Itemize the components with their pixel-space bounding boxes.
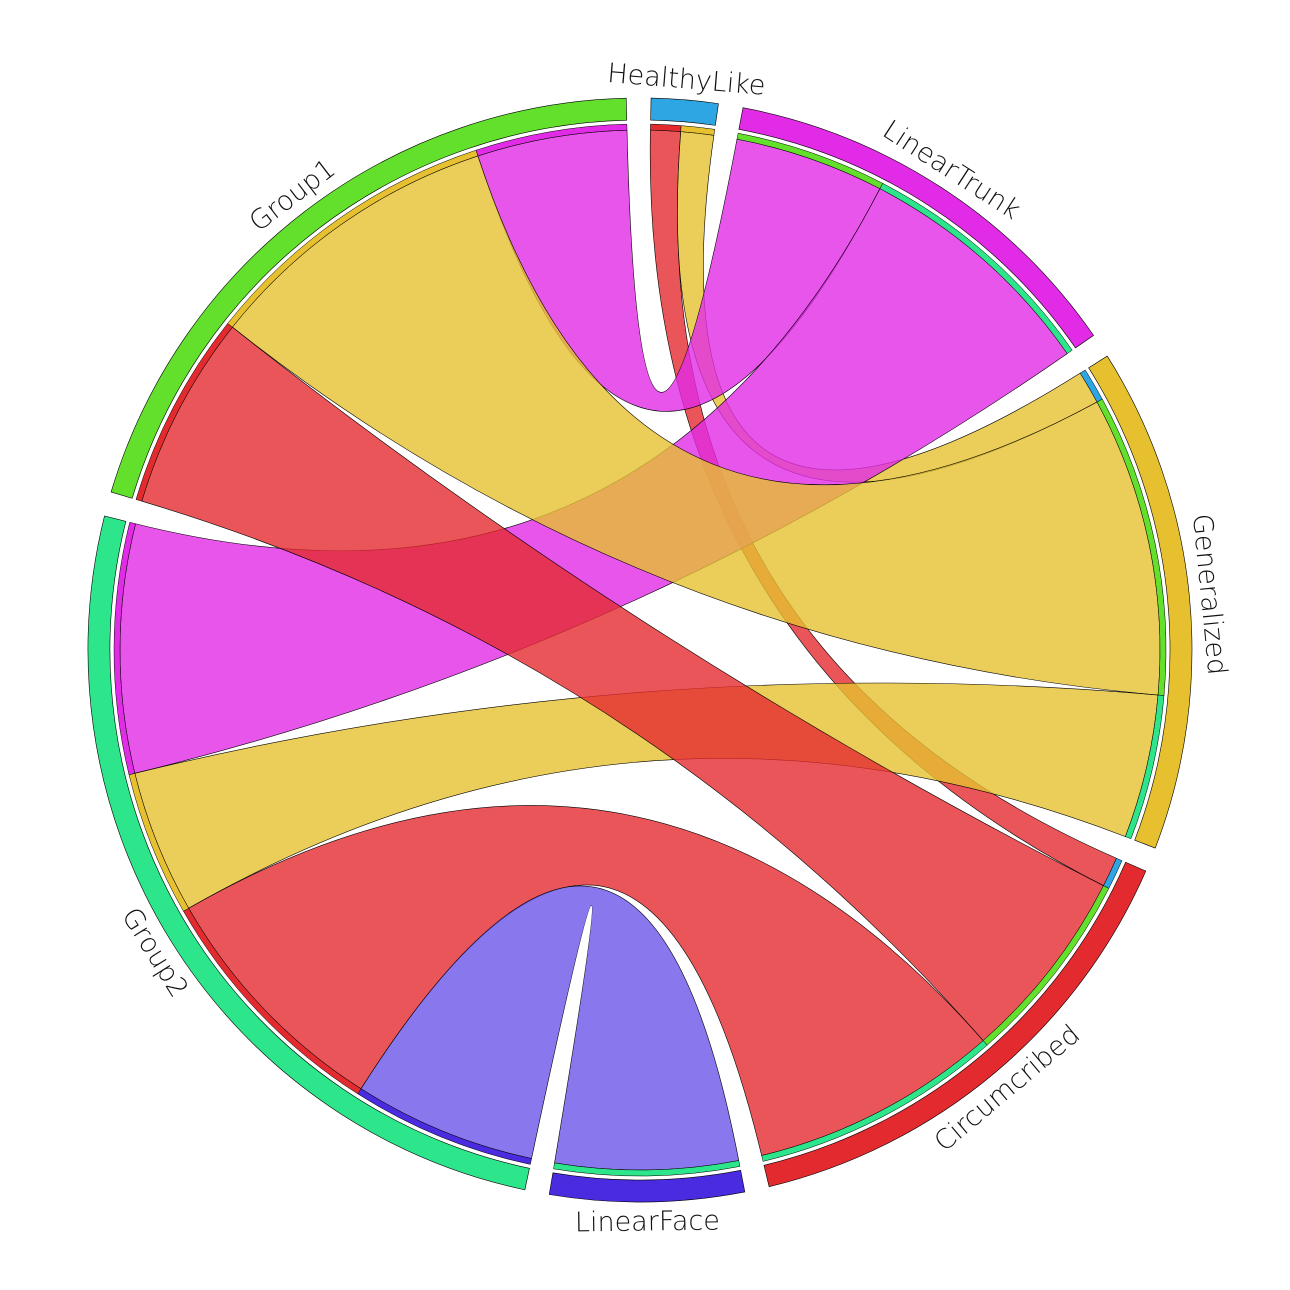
node-arc-lineartrunk[interactable]: [738, 107, 1094, 349]
inner-rings-layer: [113, 123, 1167, 1177]
node-arc-group1[interactable]: [110, 97, 628, 499]
ring-segment-linearface-group2: [553, 1160, 741, 1177]
node-arc-healthylike[interactable]: [650, 97, 719, 126]
ring-segment-generalized-group2: [1125, 694, 1165, 840]
node-label-generalized: Generalized: [1186, 512, 1233, 676]
node-label-healthylike: HealthyLike: [606, 58, 766, 102]
node-arcs-layer: [87, 97, 1193, 1203]
ring-segment-healthylike-generalized: [680, 125, 716, 136]
ring-segment-group1-lineartrunk: [475, 123, 628, 157]
node-arc-circumcribed[interactable]: [763, 861, 1147, 1188]
node-arc-generalized[interactable]: [1088, 355, 1193, 849]
node-label-linearface: LinearFace: [575, 1206, 720, 1239]
ring-segment-circumcribed-group2: [761, 1040, 988, 1162]
ring-segment-lineartrunk-group2: [879, 183, 1073, 354]
ribbons-layer: [119, 129, 1161, 1171]
ring-segment-group2-lineartrunk: [113, 521, 136, 776]
node-arc-linearface[interactable]: [548, 1169, 746, 1203]
node-arc-group2[interactable]: [87, 515, 530, 1191]
